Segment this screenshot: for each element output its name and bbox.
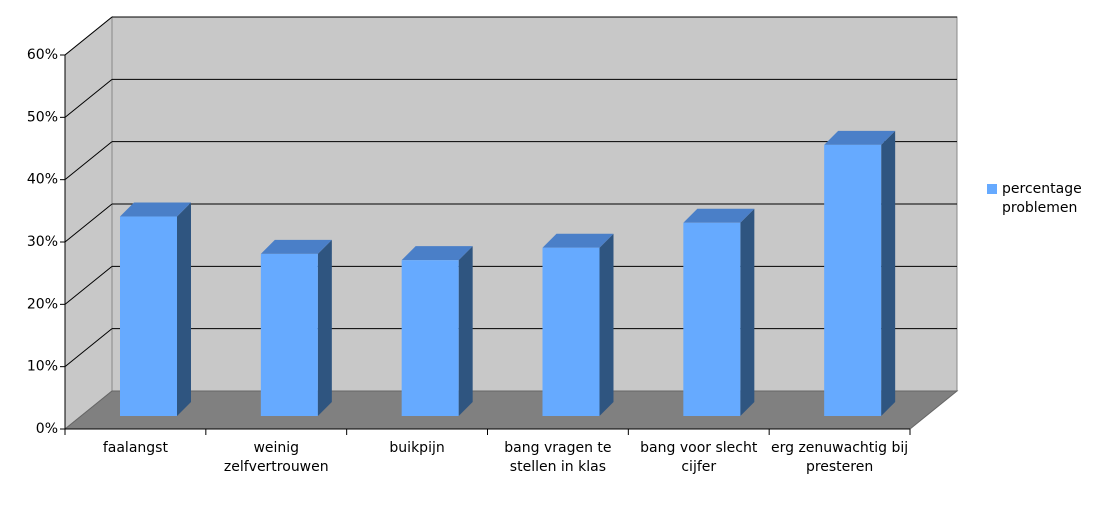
x-tick-label: faalangst bbox=[102, 440, 168, 456]
y-tick-label: 40% bbox=[27, 172, 58, 188]
x-tick-label: erg zenuwachtig bij presteren bbox=[771, 440, 909, 475]
y-tick-label: 20% bbox=[27, 296, 58, 312]
y-tick-label: 50% bbox=[27, 109, 58, 125]
y-tick-label: 10% bbox=[27, 359, 58, 375]
bar-side bbox=[881, 130, 896, 416]
bar bbox=[683, 222, 741, 416]
bar-top bbox=[824, 130, 896, 145]
bar-top bbox=[683, 208, 755, 223]
x-tick-label: bang vragen te stellen in klas bbox=[504, 440, 612, 475]
legend-label: percentage problemen bbox=[1002, 181, 1082, 216]
bar-side bbox=[317, 239, 332, 416]
floor bbox=[63, 390, 959, 430]
x-tick-label: buikpijn bbox=[389, 440, 445, 456]
grid-line bbox=[64, 265, 113, 305]
bar-side bbox=[599, 233, 614, 416]
x-tick-label: weinig zelfvertrouwen bbox=[223, 440, 329, 475]
bar bbox=[542, 247, 600, 416]
bar-top bbox=[401, 246, 473, 261]
grid-line bbox=[64, 78, 113, 118]
bar bbox=[120, 216, 177, 416]
y-tick-label: 60% bbox=[27, 47, 58, 63]
y-tick-label: 0% bbox=[36, 421, 58, 437]
x-tick-label: bang voor slecht cijfer bbox=[640, 440, 758, 475]
legend-swatch bbox=[987, 184, 997, 194]
bar-top bbox=[542, 233, 614, 248]
bar bbox=[824, 144, 882, 416]
grid-line bbox=[64, 141, 113, 181]
bar bbox=[260, 253, 318, 416]
grid-line bbox=[64, 16, 113, 56]
bar-top bbox=[120, 202, 191, 217]
y-tick-label: 30% bbox=[27, 234, 58, 250]
bar-side bbox=[458, 246, 473, 416]
bar bbox=[401, 260, 459, 416]
bar-side bbox=[740, 208, 755, 416]
bar-side bbox=[177, 202, 191, 416]
grid-line bbox=[64, 203, 113, 243]
bar-top bbox=[260, 239, 332, 254]
grid-line bbox=[64, 328, 113, 368]
